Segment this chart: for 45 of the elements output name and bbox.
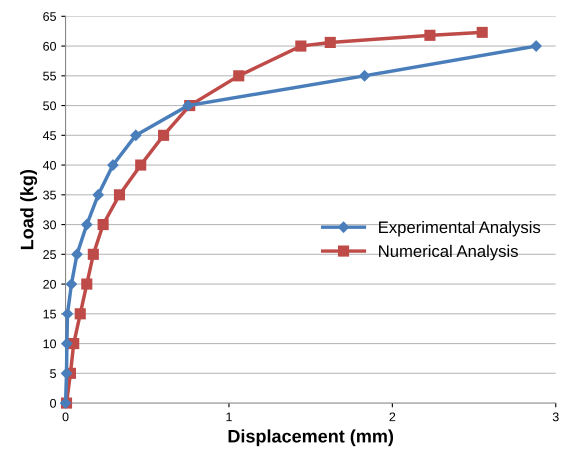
point xyxy=(233,70,244,82)
point xyxy=(60,368,72,379)
point xyxy=(130,130,142,141)
y-tick-label: 55 xyxy=(43,72,56,80)
point xyxy=(92,189,104,200)
point xyxy=(295,40,306,52)
point xyxy=(81,278,92,290)
y-tick-label: 50 xyxy=(43,101,56,110)
point xyxy=(114,189,126,200)
point xyxy=(530,40,542,52)
point xyxy=(62,308,74,320)
y-tick-label: 20 xyxy=(43,280,56,289)
y-tick-label: 25 xyxy=(43,250,56,259)
y-tick-label: 5 xyxy=(50,369,56,378)
point xyxy=(61,338,72,350)
point xyxy=(66,278,78,290)
y-tick-label: 65 xyxy=(43,12,56,21)
y-tick-label: 30 xyxy=(43,220,56,230)
point xyxy=(88,248,99,260)
x-axis-title: Displacement (mm) xyxy=(228,429,394,446)
x-tick-label: 1 xyxy=(226,412,232,422)
point xyxy=(324,36,336,48)
x-tick-label: 2 xyxy=(390,412,396,422)
point xyxy=(74,308,86,320)
point xyxy=(81,218,92,230)
point xyxy=(71,248,83,260)
point xyxy=(158,130,170,141)
y-tick-label: 45 xyxy=(42,131,56,140)
point xyxy=(358,70,370,82)
y-tick-label: 15 xyxy=(44,310,56,318)
y-axis-title: Load (kg) xyxy=(20,170,38,250)
y-tick-label: 0 xyxy=(50,398,56,408)
point xyxy=(107,159,119,171)
x-tick-label: 0 xyxy=(62,412,69,422)
y-tick-label: 40 xyxy=(42,160,56,170)
point xyxy=(424,30,436,41)
x-tick-label: 3 xyxy=(552,412,559,422)
legend-label: Numerical Analysis xyxy=(379,244,518,260)
y-tick-label: 10 xyxy=(44,339,56,348)
y-tick-label: 35 xyxy=(43,190,56,200)
point xyxy=(135,160,146,171)
point xyxy=(98,219,109,230)
y-tick-label: 60 xyxy=(43,42,56,51)
legend-label: Experimental Analysis xyxy=(379,220,540,236)
point xyxy=(476,26,488,38)
